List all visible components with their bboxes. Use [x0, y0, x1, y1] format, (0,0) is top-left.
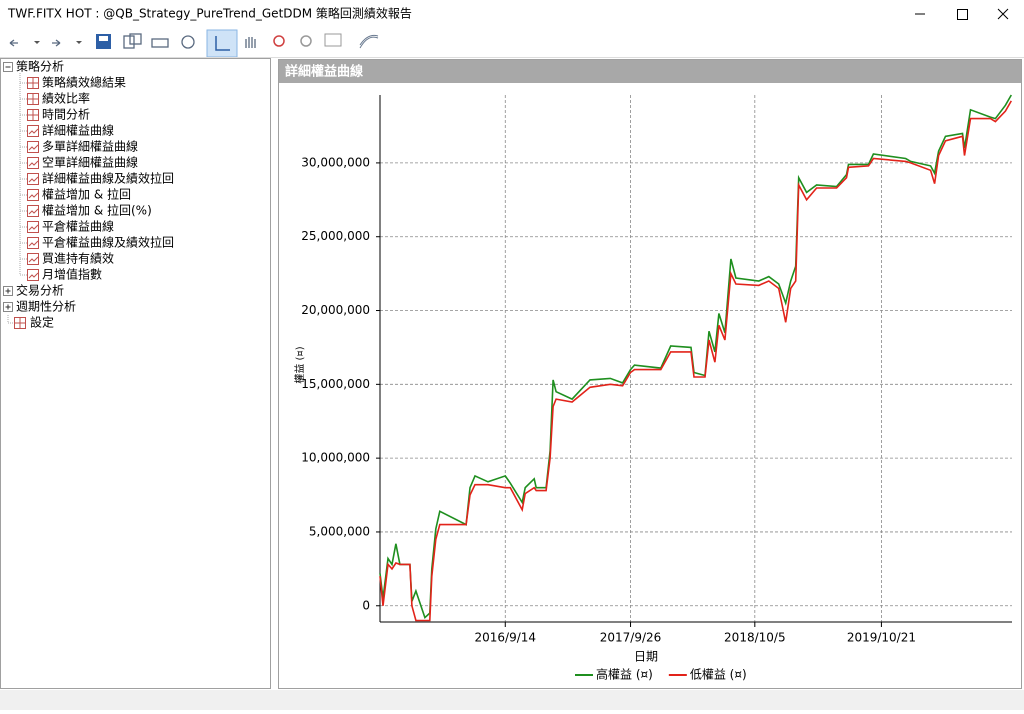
y-tick-label: 15,000,000	[301, 377, 370, 391]
tree-node[interactable]: 策略績效總結果	[42, 75, 126, 90]
node-icon-line	[28, 224, 39, 231]
tree-node[interactable]: 買進持有績效	[42, 251, 114, 266]
panel-header	[279, 60, 1021, 83]
chart: 0 5,000,000 10,000,000 15,000,000 20,000,000…	[293, 94, 1012, 682]
fit-button[interactable]	[324, 33, 342, 47]
x-axis-label: 日期	[634, 650, 658, 664]
legend-label: 低權益 (¤)	[690, 668, 747, 682]
crosshair-icon	[215, 36, 230, 51]
tree-node[interactable]: 詳細權益曲線及績效拉回	[42, 171, 174, 186]
y-tick-label: 20,000,000	[301, 303, 370, 317]
zoom-in-button[interactable]	[273, 35, 285, 47]
tree-node[interactable]: 平倉權益曲線	[42, 219, 114, 234]
series-line	[379, 94, 1012, 620]
node-icon-grid	[27, 93, 39, 105]
y-tick-label: 30,000,000	[301, 155, 370, 169]
tree-node[interactable]: 平倉權益曲線及績效拉回	[42, 235, 174, 250]
tree-node[interactable]: 空單詳細權益曲線	[42, 155, 138, 170]
node-icon	[27, 125, 39, 137]
tree-panel	[0, 58, 271, 689]
node-icon-line	[28, 208, 39, 215]
node-icon-line	[28, 144, 39, 151]
node-icon-grid	[14, 317, 26, 329]
window-title: TWF.FITX HOT : @QB_Strategy_PureTrend_Ge…	[7, 6, 412, 21]
forward-button[interactable]	[52, 39, 61, 47]
tree-node[interactable]: 多單詳細權益曲線	[42, 139, 138, 154]
chart-panel	[278, 59, 1022, 689]
tree-node[interactable]: 績效比率	[42, 91, 90, 106]
y-tick-label: 5,000,000	[309, 524, 370, 538]
node-icon-line	[28, 272, 39, 279]
legend-label: 高權益 (¤)	[596, 667, 653, 682]
save-icon	[99, 36, 108, 41]
tree-line	[7, 315, 14, 324]
pan-button[interactable]	[245, 37, 256, 48]
settings-button[interactable]	[181, 35, 195, 49]
x-tick-label: 2019/10/21	[847, 631, 916, 645]
toolbar	[0, 29, 1024, 58]
back-dropdown[interactable]	[34, 41, 40, 44]
tree-node[interactable]: 週期性分析	[16, 300, 76, 314]
zoom-out-button[interactable]	[300, 35, 312, 47]
crosshair-button[interactable]	[206, 29, 238, 58]
tree-node[interactable]: 交易分析	[16, 283, 64, 298]
x-tick-label: 2017/9/26	[600, 631, 662, 645]
node-icon	[27, 189, 39, 201]
y-tick-label: 10,000,000	[301, 451, 370, 465]
node-icon	[27, 141, 39, 153]
node-icon	[27, 253, 39, 265]
tree-node[interactable]: 時間分析	[42, 108, 90, 122]
node-icon	[27, 173, 39, 185]
tree-node[interactable]: 設定	[30, 315, 54, 330]
chart-style-button[interactable]	[359, 34, 379, 49]
node-icon-line	[28, 240, 39, 247]
tree-node[interactable]: 策略分析	[16, 59, 64, 74]
y-tick-label: 25,000,000	[301, 229, 370, 243]
copy-icon	[129, 33, 142, 45]
tree-node[interactable]: 權益增加 & 拉回(%)	[42, 203, 152, 218]
y-axis-label: 權益 (¤)	[293, 346, 306, 383]
node-icon	[27, 205, 39, 217]
node-icon	[27, 269, 39, 281]
x-tick-label: 2018/10/5	[724, 631, 786, 645]
back-button[interactable]	[9, 39, 18, 47]
tree: 策略分析策略績效總結果績效比率時間分析詳細權益曲線多單詳細權益曲線空單詳細權益曲…	[3, 59, 174, 330]
node-icon	[27, 157, 39, 169]
node-icon-line	[28, 128, 39, 135]
node-icon-grid	[27, 77, 39, 89]
copy-button[interactable]	[123, 35, 135, 49]
series-line	[379, 100, 1012, 622]
node-icon-line	[28, 256, 39, 263]
tree-node[interactable]: 月增值指數	[42, 267, 102, 282]
node-icon-line	[28, 160, 39, 167]
maximize[interactable]	[957, 9, 968, 20]
node-icon	[27, 237, 39, 249]
window-controls[interactable]	[915, 8, 1009, 20]
node-icon-grid	[27, 109, 39, 121]
status-bar	[0, 690, 1024, 710]
node-icon-line	[28, 176, 39, 183]
close[interactable]	[997, 8, 1009, 20]
y-tick-label: 0	[362, 598, 370, 612]
x-tick-label: 2016/9/14	[475, 631, 537, 645]
panel-title: 詳細權益曲線	[285, 64, 364, 80]
print-button[interactable]	[151, 38, 169, 48]
node-icon-line	[28, 192, 39, 199]
tree-node[interactable]: 權益增加 & 拉回	[42, 187, 131, 202]
tree-node[interactable]: 詳細權益曲線	[42, 123, 114, 138]
node-icon	[27, 221, 39, 233]
forward-dropdown[interactable]	[76, 41, 82, 44]
